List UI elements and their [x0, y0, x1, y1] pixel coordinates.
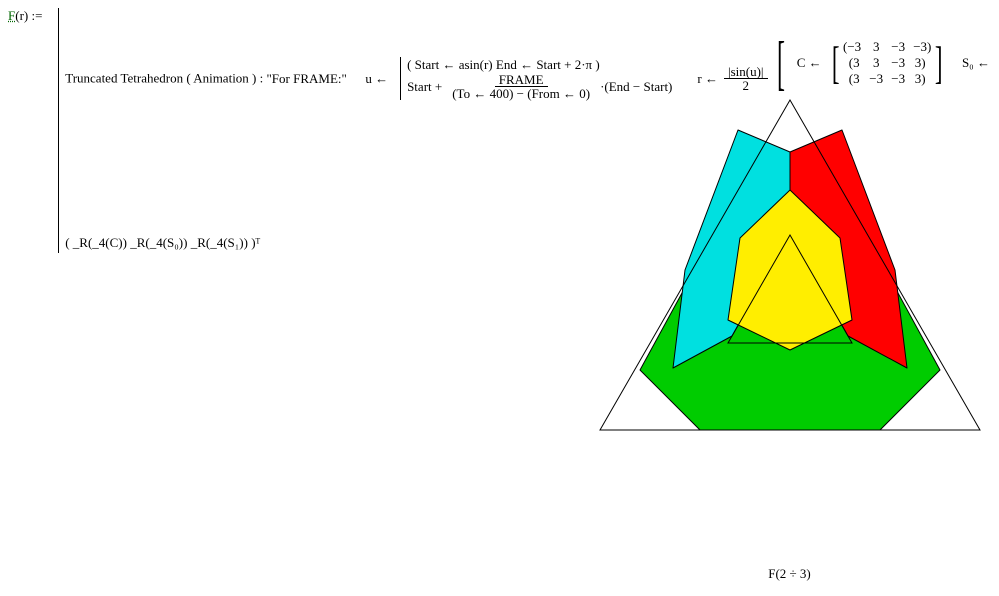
figure-caption: F(2 ÷ 3) [768, 566, 811, 582]
title-text: Truncated Tetrahedron ( Animation ) : [65, 71, 263, 86]
truncated-tetrahedron-figure [590, 90, 990, 450]
function-name: F [8, 8, 15, 23]
math-definition: F(r) := Truncated Tetrahedron ( Animatio… [0, 0, 580, 596]
function-header: F(r) := Truncated Tetrahedron ( Animatio… [8, 8, 576, 253]
figure-panel: F(2 ÷ 3) [580, 0, 999, 596]
